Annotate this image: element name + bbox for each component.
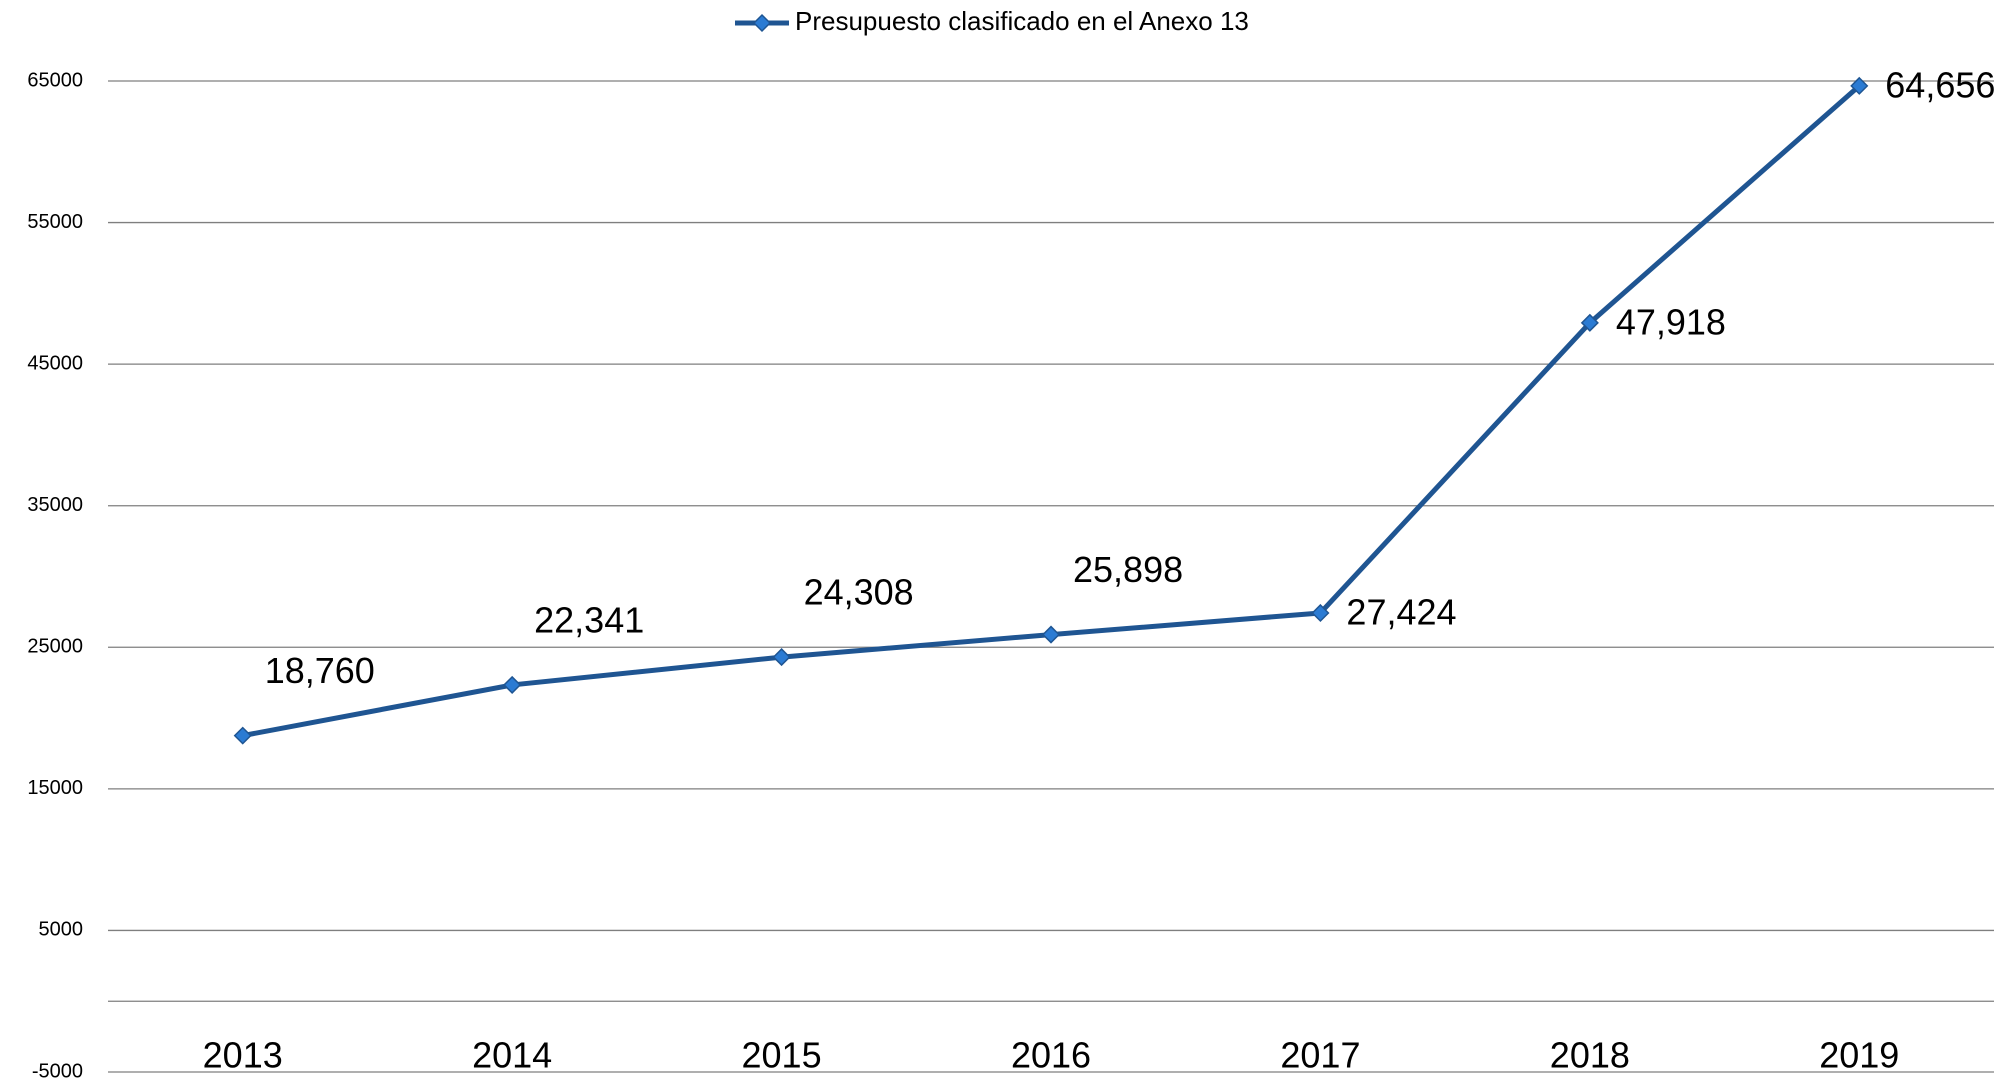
data-label: 18,760 (265, 650, 375, 691)
x-tick-label: 2013 (203, 1035, 283, 1076)
marker (1850, 76, 1869, 95)
data-label: 64,656 (1885, 64, 1995, 105)
y-tick-label: 5000 (39, 919, 84, 941)
y-tick-label: 35000 (27, 494, 83, 516)
legend-label: Presupuesto clasificado en el Anexo 13 (795, 6, 1249, 36)
data-label: 25,898 (1073, 549, 1183, 590)
marker (233, 726, 252, 745)
x-tick-label: 2019 (1819, 1035, 1899, 1076)
marker (503, 675, 522, 694)
marker (1041, 625, 1061, 644)
x-tick-label: 2018 (1550, 1035, 1630, 1076)
marker (1580, 313, 1599, 332)
marker (772, 648, 791, 667)
y-tick-label: 65000 (27, 69, 83, 91)
y-tick-label: 25000 (27, 636, 83, 658)
data-label: 27,424 (1346, 591, 1456, 632)
x-tick-label: 2014 (472, 1035, 552, 1076)
data-label: 24,308 (804, 572, 914, 613)
y-tick-label: 15000 (27, 777, 83, 799)
x-tick-label: 2017 (1280, 1035, 1360, 1076)
x-tick-label: 2016 (1011, 1035, 1091, 1076)
legend-marker (752, 13, 772, 33)
y-tick-label: 45000 (27, 352, 83, 374)
y-tick-label: -5000 (32, 1060, 83, 1082)
x-tick-label: 2015 (742, 1035, 822, 1076)
marker (1311, 603, 1330, 623)
data-label: 47,918 (1616, 301, 1726, 342)
y-tick-label: 55000 (27, 211, 83, 233)
data-label: 22,341 (534, 599, 644, 640)
legend: Presupuesto clasificado en el Anexo 13 (735, 6, 1249, 36)
